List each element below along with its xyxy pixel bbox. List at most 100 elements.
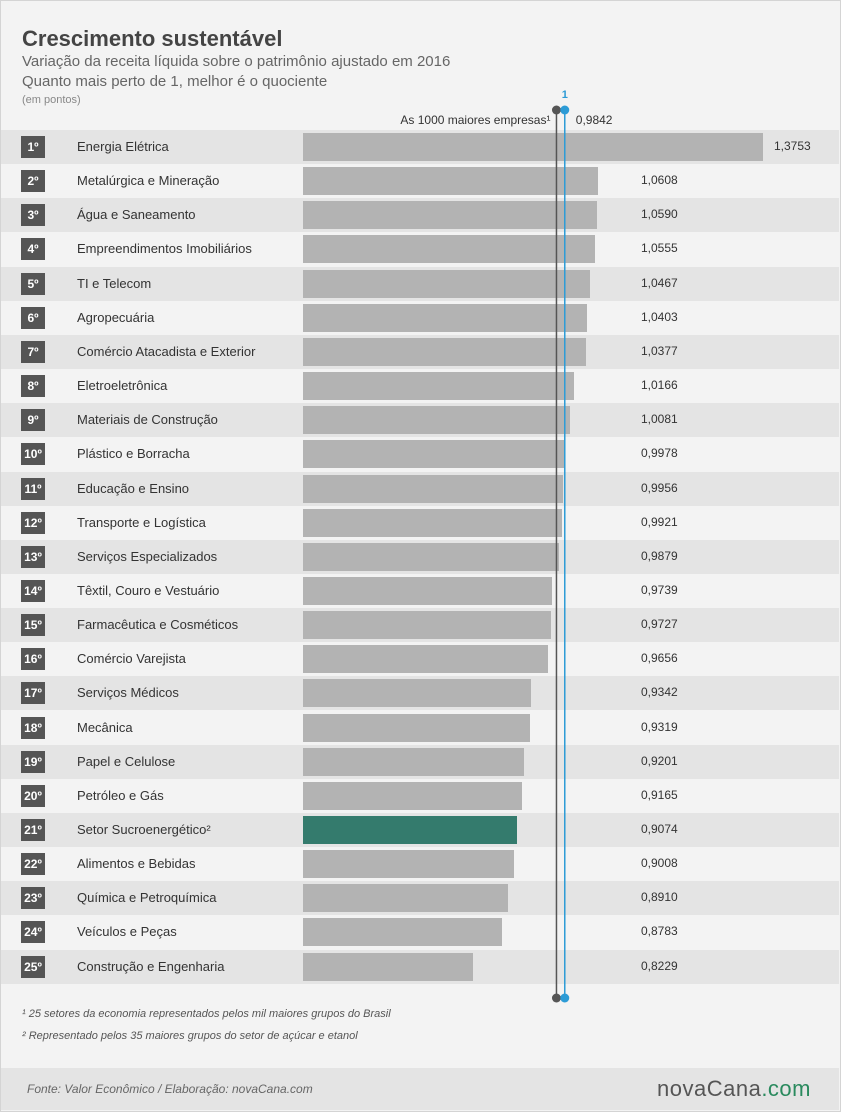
data-label: 1,0608 <box>641 173 678 188</box>
category-label: Papel e Celulose <box>77 753 176 769</box>
category-label: Energia Elétrica <box>77 139 169 154</box>
rank-badge: 21º <box>21 819 45 841</box>
data-label: 0,9342 <box>641 685 678 700</box>
bar <box>303 918 502 947</box>
bar <box>303 303 587 332</box>
units-label: (em pontos) <box>22 94 81 106</box>
bar <box>303 747 524 776</box>
bar <box>303 576 553 605</box>
rank-badge: 6º <box>21 306 45 329</box>
chart-row: 22º Alimentos e Bebidas 0,9008 <box>1 847 839 882</box>
category-label: Empreendimentos Imobiliários <box>77 241 252 257</box>
chart-row: 23º Química e Petroquímica 0,8910 <box>1 881 839 916</box>
bar <box>303 508 562 537</box>
chart-row: 9º Materiais de Construção 1,0081 <box>1 403 839 438</box>
chart-row: 1º Energia Elétrica 1,3753 <box>1 130 839 164</box>
chart-row: 8º Eletroeletrônica 1,0166 <box>1 369 839 404</box>
rank-badge: 2º <box>21 170 45 193</box>
rank-badge: 17º <box>21 682 45 705</box>
chart-row: 19º Papel e Celulose 0,9201 <box>1 744 839 779</box>
category-label: Comércio Atacadista e Exterior <box>77 343 256 359</box>
bar <box>303 235 595 264</box>
chart-row: 17º Serviços Médicos 0,9342 <box>1 676 839 711</box>
bar <box>303 337 586 366</box>
category-label: Farmacêutica e Cosméticos <box>77 617 239 633</box>
chart-row: 6º Agropecuária 1,0403 <box>1 300 839 335</box>
bar <box>303 611 552 640</box>
rank-badge: 25º <box>21 955 45 978</box>
chart-row: 20º Petróleo e Gás 0,9165 <box>1 778 839 813</box>
rank-badge: 7º <box>21 340 45 363</box>
reference-line-label: 1 <box>561 89 568 101</box>
data-label: 0,9319 <box>641 719 678 734</box>
category-label: Materiais de Construção <box>77 412 218 428</box>
footnote-1: ¹ 25 setores da economia representados p… <box>22 1008 391 1020</box>
chart-row: 2º Metalúrgica e Mineração 1,0608 <box>1 164 839 199</box>
average-line-value: 0,9842 <box>575 113 613 127</box>
data-label: 0,9656 <box>641 651 678 666</box>
rank-badge: 5º <box>21 272 45 295</box>
category-label: Transporte e Logística <box>77 514 206 530</box>
data-label: 0,9956 <box>641 480 678 495</box>
chart-row: 21º Setor Sucroenergético² 0,9074 <box>1 813 839 847</box>
rank-badge: 14º <box>21 579 45 602</box>
chart-row: 11º Educação e Ensino 0,9956 <box>1 471 839 506</box>
chart-row: 4º Empreendimentos Imobiliários 1,0555 <box>1 232 839 267</box>
rank-badge: 10º <box>21 443 45 466</box>
bar <box>303 952 473 981</box>
bar <box>303 372 575 401</box>
rank-badge: 3º <box>21 204 45 227</box>
category-label: Água e Saneamento <box>77 207 196 223</box>
category-label: Serviços Especializados <box>77 548 218 564</box>
rank-badge: 8º <box>21 375 45 398</box>
category-label: Plástico e Borracha <box>77 446 190 462</box>
data-label: 0,9008 <box>641 856 678 871</box>
rank-badge: 19º <box>21 750 45 773</box>
data-label: 1,0081 <box>641 412 678 427</box>
bar <box>303 167 598 196</box>
data-label: 1,0590 <box>641 207 678 222</box>
category-label: Setor Sucroenergético² <box>77 822 211 837</box>
rank-badge: 24º <box>21 921 45 944</box>
chart-row: 10º Plástico e Borracha 0,9978 <box>1 437 839 472</box>
rank-badge: 13º <box>21 545 45 568</box>
category-label: Construção e Engenharia <box>77 958 225 974</box>
category-label: Agropecuária <box>77 309 155 325</box>
data-label: 1,0377 <box>641 343 678 358</box>
chart-row: 7º Comércio Atacadista e Exterior 1,0377 <box>1 334 839 369</box>
chart-row: 15º Farmacêutica e Cosméticos 0,9727 <box>1 608 839 643</box>
bar <box>303 645 548 674</box>
rank-badge: 15º <box>21 614 45 637</box>
data-label: 0,9201 <box>641 753 678 768</box>
category-label: Veículos e Peças <box>77 924 177 940</box>
category-label: Mecânica <box>77 719 133 735</box>
novacana-logo: novaCana.com <box>657 1076 811 1101</box>
category-label: Eletroeletrônica <box>77 378 168 394</box>
bar <box>303 884 509 913</box>
rank-badge: 16º <box>21 648 45 671</box>
chart-row: 13º Serviços Especializados 0,9879 <box>1 539 839 574</box>
bar <box>303 440 565 469</box>
data-label: 0,8910 <box>641 890 678 905</box>
chart-row: 16º Comércio Varejista 0,9656 <box>1 642 839 677</box>
data-label: 0,9978 <box>641 446 678 461</box>
category-label: Educação e Ensino <box>77 480 190 496</box>
data-label: 1,0467 <box>641 275 678 290</box>
category-label: Serviços Médicos <box>77 685 179 701</box>
rank-badge: 1º <box>21 136 45 158</box>
chart-row: 14º Têxtil, Couro e Vestuário 0,9739 <box>1 573 839 608</box>
data-label: 1,0166 <box>641 378 678 393</box>
rank-badge: 12º <box>21 511 45 534</box>
rank-badge: 22º <box>21 853 45 876</box>
data-label: 0,9727 <box>641 617 678 632</box>
bar <box>303 713 530 742</box>
bar <box>303 474 564 503</box>
rank-badge: 18º <box>21 716 45 739</box>
footer: Fonte: Valor Econômico / Elaboração: nov… <box>1 1068 839 1110</box>
data-label: 0,8229 <box>641 958 678 973</box>
rank-badge: 9º <box>21 409 45 432</box>
category-label: Alimentos e Bebidas <box>77 856 196 872</box>
data-label: 0,9074 <box>641 822 678 836</box>
bar <box>303 781 522 810</box>
bar <box>303 133 763 161</box>
